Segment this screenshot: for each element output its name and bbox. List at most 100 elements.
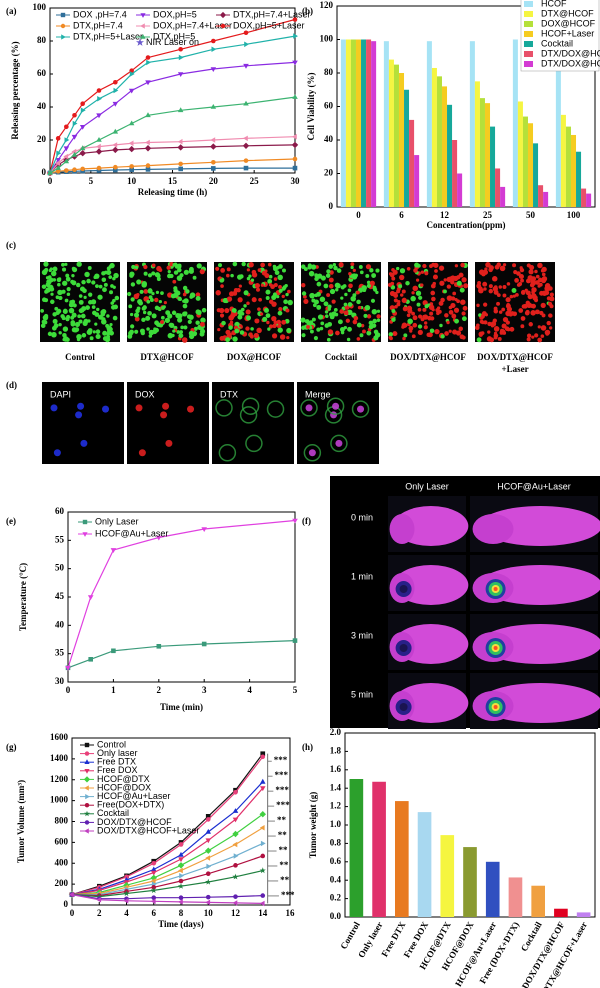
cell bbox=[71, 327, 77, 333]
cell bbox=[530, 280, 537, 286]
cell bbox=[255, 287, 261, 292]
x-tick-label: 12 bbox=[440, 210, 450, 220]
cell bbox=[324, 323, 330, 328]
cell bbox=[301, 325, 306, 330]
legend-marker bbox=[61, 34, 66, 40]
cell bbox=[396, 289, 401, 294]
cell bbox=[331, 299, 336, 304]
legend-label: Only laser bbox=[97, 748, 138, 758]
cell bbox=[443, 289, 447, 294]
cell bbox=[534, 269, 538, 274]
y-tick-label: 45 bbox=[55, 591, 65, 601]
cell bbox=[230, 312, 236, 318]
legend-label: DTX/DOX@HCOF+Laser bbox=[541, 58, 600, 68]
cell bbox=[58, 331, 62, 335]
data-point bbox=[244, 41, 249, 48]
bar bbox=[508, 877, 523, 917]
legend-marker bbox=[140, 13, 146, 18]
cell-ring bbox=[330, 434, 348, 453]
x-tick-label: 4 bbox=[124, 908, 129, 918]
cell bbox=[420, 270, 425, 274]
cell bbox=[506, 327, 511, 332]
cell bbox=[390, 285, 396, 290]
cell bbox=[133, 312, 140, 318]
x-tick-label: 0 bbox=[66, 685, 71, 695]
cell bbox=[106, 269, 112, 276]
cell bbox=[281, 294, 285, 299]
legend-marker bbox=[84, 742, 90, 748]
legend-marker bbox=[82, 519, 88, 525]
cell bbox=[251, 297, 257, 303]
data-point bbox=[233, 853, 239, 859]
cell bbox=[71, 266, 76, 271]
nucleus bbox=[332, 402, 340, 410]
data-point bbox=[79, 125, 86, 130]
data-point bbox=[145, 55, 151, 60]
cell bbox=[46, 279, 52, 285]
nucleus bbox=[102, 405, 110, 413]
x-tick-label: Cocktail bbox=[519, 920, 544, 954]
cell bbox=[199, 269, 205, 275]
cell bbox=[309, 329, 314, 334]
cell bbox=[533, 298, 539, 303]
cell bbox=[156, 265, 162, 272]
cell bbox=[134, 265, 139, 270]
data-point bbox=[129, 167, 134, 172]
cell bbox=[446, 284, 452, 289]
cell bbox=[347, 326, 352, 332]
cell bbox=[505, 297, 511, 303]
cell bbox=[323, 301, 329, 307]
cell bbox=[336, 268, 342, 273]
data-point bbox=[243, 135, 248, 142]
bar bbox=[436, 76, 442, 207]
cell bbox=[520, 289, 526, 295]
series-line bbox=[72, 842, 264, 896]
cell bbox=[435, 329, 440, 334]
data-point bbox=[128, 145, 135, 153]
cell bbox=[231, 307, 237, 314]
y-tick-label: 40 bbox=[55, 619, 65, 629]
cell bbox=[230, 273, 234, 278]
cell bbox=[498, 285, 503, 289]
cell bbox=[516, 271, 521, 276]
cell bbox=[319, 296, 326, 303]
cell bbox=[391, 276, 396, 281]
y-tick-label: 0.4 bbox=[330, 874, 342, 884]
bar bbox=[495, 168, 501, 207]
cell bbox=[149, 298, 154, 302]
cell bbox=[410, 295, 416, 302]
cell bbox=[355, 290, 360, 295]
cell bbox=[40, 323, 46, 329]
cell bbox=[160, 320, 164, 324]
plot-frame bbox=[336, 5, 596, 208]
cell bbox=[452, 329, 458, 335]
cell bbox=[488, 265, 494, 271]
cell bbox=[401, 322, 408, 329]
cell bbox=[369, 268, 374, 273]
cell bbox=[248, 262, 254, 268]
data-point bbox=[243, 30, 249, 36]
cell bbox=[483, 287, 487, 291]
legend-label: DOX@HCOF bbox=[541, 18, 596, 28]
cell bbox=[281, 319, 287, 325]
data-point bbox=[211, 38, 216, 44]
cell bbox=[89, 336, 94, 341]
cell bbox=[137, 298, 143, 305]
cell bbox=[450, 296, 456, 301]
cell bbox=[278, 285, 282, 289]
cell bbox=[258, 297, 262, 302]
cell bbox=[167, 273, 172, 279]
cell bbox=[545, 285, 552, 291]
data-point bbox=[210, 143, 217, 150]
legend-label: DOX ,pH=7.4 bbox=[73, 9, 127, 19]
y-tick-label: 20 bbox=[37, 134, 47, 144]
cell bbox=[148, 329, 155, 336]
data-point bbox=[177, 138, 183, 145]
cell bbox=[499, 330, 504, 335]
cell bbox=[92, 330, 96, 334]
cell bbox=[408, 325, 414, 331]
data-point bbox=[151, 895, 157, 900]
hotspot bbox=[399, 585, 408, 593]
cell bbox=[177, 263, 182, 268]
cell bbox=[85, 305, 90, 310]
